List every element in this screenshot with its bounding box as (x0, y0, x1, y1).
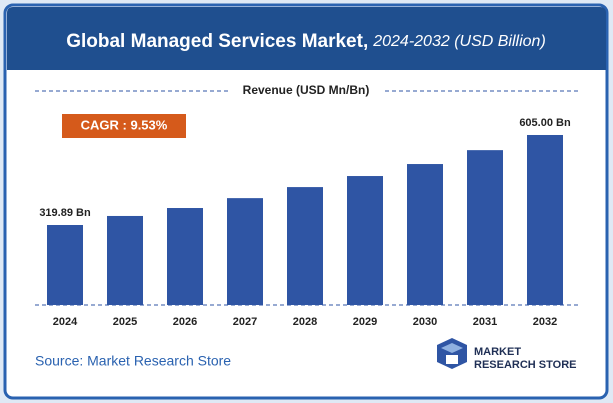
logo-text: RESEARCH STORE (474, 359, 576, 371)
bar (527, 134, 563, 305)
cagr-label: CAGR : 9.53% (81, 117, 168, 132)
cagr-box (62, 114, 186, 138)
x-tick-label: 2030 (413, 316, 437, 328)
x-tick-label: 2026 (173, 316, 197, 328)
axis-label-bg (228, 80, 384, 102)
x-tick-label: 2029 (353, 316, 377, 328)
logo-cube (437, 338, 467, 369)
logo-text: MARKET (474, 346, 521, 358)
title-bar (7, 7, 606, 70)
logo-cube-face (446, 355, 458, 364)
bar (227, 198, 263, 305)
bar (287, 187, 323, 305)
title-group: Global Managed Services Market, 2024-2032… (66, 31, 546, 52)
x-tick-label: 2027 (233, 316, 257, 328)
bar (347, 176, 383, 305)
x-tick-label: 2024 (53, 316, 78, 328)
chart-subtitle: 2024-2032 (USD Billion) (372, 33, 546, 50)
logo-icon (437, 338, 467, 369)
bar (47, 225, 83, 305)
chart-title: Global Managed Services Market, (66, 31, 368, 52)
bar (107, 215, 143, 305)
value-label: 605.00 Bn (519, 117, 571, 129)
logo-cube-top (441, 343, 463, 353)
source: Source: Market Research Store (35, 353, 231, 369)
axis-label: Revenue (USD Mn/Bn) (243, 83, 370, 97)
x-tick-label: 2031 (473, 316, 497, 328)
bar (167, 208, 203, 305)
x-tick-label: 2028 (293, 316, 317, 328)
plot: 2024 319.89 Bn 2025 2026 2027 2028 2029 2030 203… (39, 117, 571, 328)
value-label: 319.89 Bn (39, 207, 91, 219)
bar (467, 150, 503, 305)
x-tick-label: 2025 (113, 316, 137, 328)
x-tick-label: 2032 (533, 316, 557, 328)
bar (407, 164, 443, 305)
